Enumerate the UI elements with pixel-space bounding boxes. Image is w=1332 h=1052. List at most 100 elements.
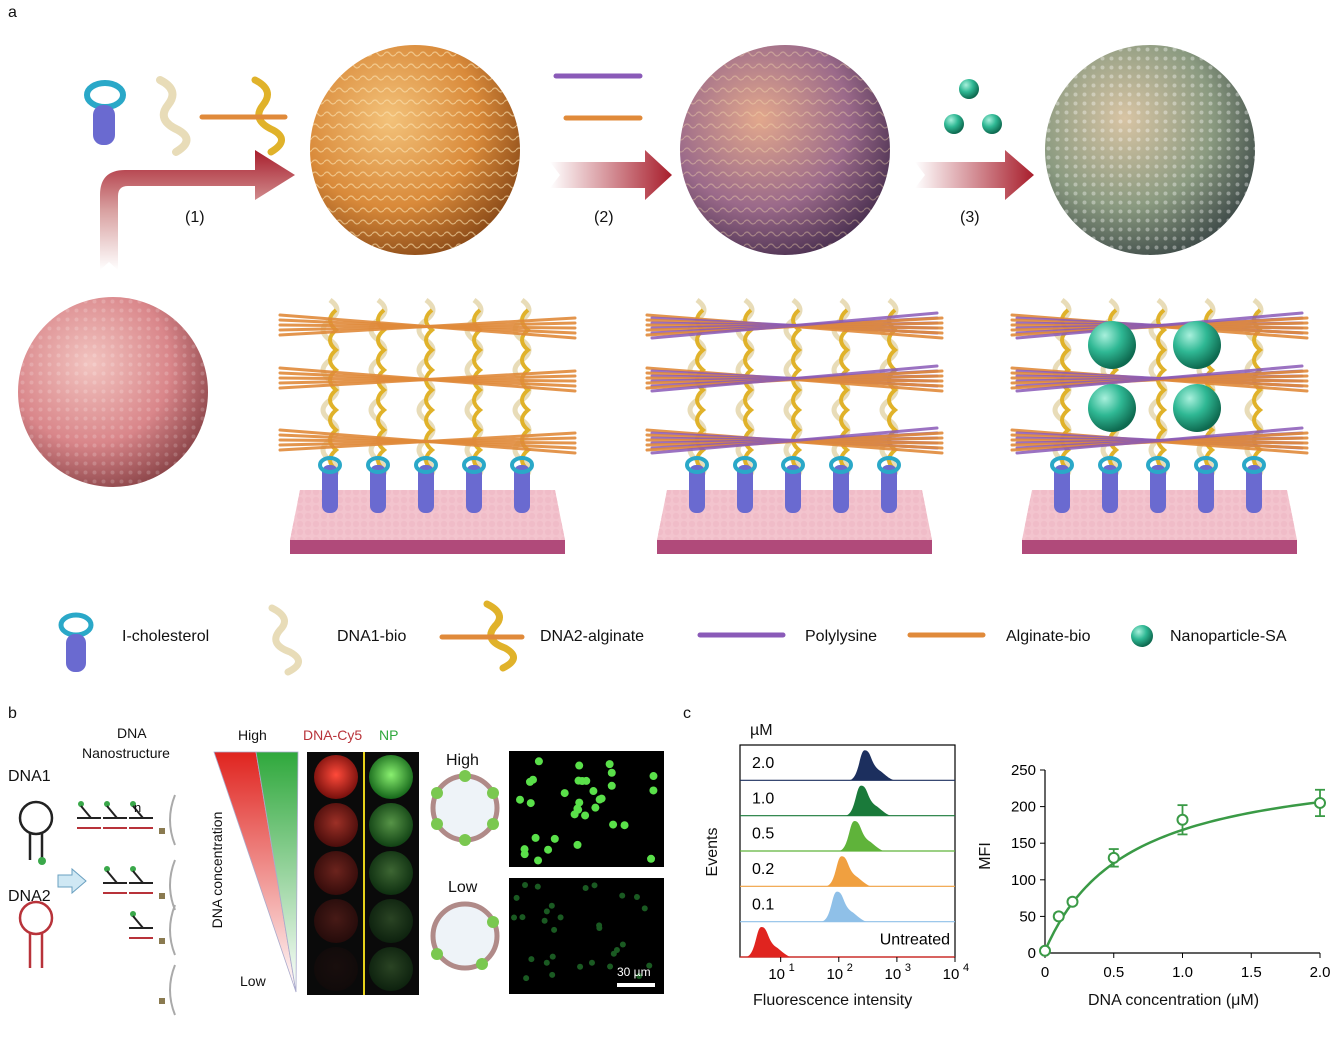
histogram-x-tick-label: 10	[943, 966, 960, 983]
nanostructure-1	[77, 794, 176, 846]
np-droplet-5	[369, 947, 413, 991]
step3-arrow	[915, 150, 1034, 200]
repeat-n-label: n	[134, 800, 142, 815]
cy5-droplet-2	[314, 803, 358, 847]
cell-low-diagram	[430, 901, 500, 971]
dna-nanostructures	[77, 794, 176, 1016]
histogram-x-tick-exponent: 3	[905, 962, 911, 974]
histogram-peak	[745, 926, 792, 957]
np-droplet-2	[369, 803, 413, 847]
step-1-label: (1)	[185, 209, 205, 226]
cy5-droplet-3	[314, 851, 358, 895]
cell-low-label: Low	[448, 879, 478, 896]
mfi-x-label: DNA concentration (μM)	[1088, 992, 1260, 1009]
legend-nanoparticle-icon	[1131, 625, 1153, 647]
np-droplet-4	[369, 899, 413, 943]
nanoparticle-icon	[944, 79, 1002, 134]
legend-label-nanoparticle: Nanoparticle-SA	[1170, 628, 1287, 645]
histogram-x-tick-label: 10	[826, 966, 843, 983]
legend-label-dna1: DNA1-bio	[337, 628, 407, 645]
dna-concentration-axis-label: DNA concentration	[209, 811, 225, 929]
legend-label-polylysine: Polylysine	[805, 628, 878, 645]
step2-arrow	[550, 150, 672, 200]
panel-b-figure	[18, 751, 664, 1016]
legend-cholesterol-icon	[58, 612, 94, 672]
cell-high-label: High	[446, 752, 479, 769]
histogram-x-tick-exponent: 4	[963, 962, 969, 974]
cholesterol-anchor-icon	[84, 80, 126, 145]
mfi-scatter-chart: 0 50 100 150 200 250 0 0.5 1.0 1.5 2.0	[1011, 762, 1330, 981]
histogram-peak	[825, 856, 873, 887]
sphere-nanoparticle-coated	[1045, 45, 1255, 255]
sphere-dna-coated	[310, 45, 520, 255]
step1-arrow	[100, 150, 295, 270]
panel-label-a: a	[8, 4, 17, 21]
dna1-hairpin-icon	[18, 800, 54, 865]
scaffold-2	[645, 297, 944, 554]
scale-bar-label: 30 µm	[617, 965, 651, 979]
histogram-peak	[820, 891, 868, 922]
droplet-images	[314, 755, 413, 991]
mfi-data-point	[1066, 895, 1079, 908]
mfi-data-point	[1314, 796, 1326, 809]
cell-sphere	[18, 297, 208, 487]
panel-label-b: b	[8, 705, 17, 722]
panel-a-figure	[18, 45, 1309, 676]
dna1-strand-icon	[156, 76, 191, 156]
nanostructure-4	[159, 964, 176, 1016]
cy5-droplet-1	[314, 755, 358, 799]
mfi-x-tick-label: 1.0	[1172, 964, 1193, 981]
histogram-row-label: Untreated	[880, 932, 950, 949]
scaffold-1	[278, 297, 577, 554]
mfi-x-tick-label: 0.5	[1103, 964, 1124, 981]
mfi-y-tick-label: 50	[1019, 908, 1036, 925]
dna1-label: DNA1	[8, 768, 51, 785]
legend-label-alginate: Alginate-bio	[1006, 628, 1091, 645]
np-gradient	[255, 751, 299, 993]
cy5-droplet-4	[314, 899, 358, 943]
cy5-droplet-5	[314, 947, 358, 991]
np-droplet-3	[369, 851, 413, 895]
legend-label-dna2: DNA2-alginate	[540, 628, 645, 645]
membrane-scaffolds	[278, 297, 1309, 554]
channel-np-label: NP	[379, 727, 399, 743]
histogram-row-label: 1.0	[752, 790, 774, 807]
histogram-x-label: Fluorescence intensity	[753, 992, 913, 1009]
gradient-low-label: Low	[240, 973, 266, 989]
histogram-peak	[848, 750, 896, 781]
gradient-high-label: High	[238, 727, 267, 743]
mfi-y-label: MFI	[977, 842, 994, 870]
histogram-x-tick-label: 10	[768, 966, 785, 983]
channel-cy5-label: DNA-Cy5	[303, 727, 363, 743]
histogram-y-label: Events	[704, 827, 721, 877]
legend-dna2-icon	[439, 600, 525, 672]
mfi-x-tick-label: 0	[1041, 964, 1049, 981]
mfi-y-tick-label: 200	[1011, 799, 1036, 816]
mfi-x-tick-label: 1.5	[1241, 964, 1262, 981]
step-2-label: (2)	[594, 209, 614, 226]
dna2-alginate-icon	[199, 76, 288, 156]
histogram-row-label: 0.2	[752, 861, 774, 878]
histogram-peak	[838, 820, 886, 851]
histogram-row-label: 0.1	[752, 896, 774, 913]
sphere-polylysine-coated	[680, 45, 890, 255]
mfi-data-point	[1052, 910, 1065, 923]
mfi-data-point	[1039, 944, 1051, 957]
mfi-data-point	[1107, 851, 1120, 864]
step-3-label: (3)	[960, 209, 980, 226]
scaffold-3	[1010, 297, 1309, 554]
histogram-row-label: 0.5	[752, 826, 774, 843]
hybridization-arrow	[57, 867, 87, 895]
nanostructure-2	[103, 859, 176, 911]
mfi-y-tick-label: 150	[1011, 835, 1036, 852]
legend-label-cholesterol: I-cholesterol	[122, 628, 210, 645]
cell-high-diagram	[430, 770, 500, 846]
histogram-x-tick-label: 10	[885, 966, 902, 983]
histogram-unit-label: µM	[750, 722, 773, 739]
histogram-peak	[844, 785, 892, 816]
mfi-y-tick-label: 0	[1028, 945, 1036, 962]
nano-title-1: DNA	[117, 725, 147, 741]
histogram-x-tick-exponent: 1	[789, 962, 795, 974]
mfi-y-tick-label: 100	[1011, 872, 1036, 889]
